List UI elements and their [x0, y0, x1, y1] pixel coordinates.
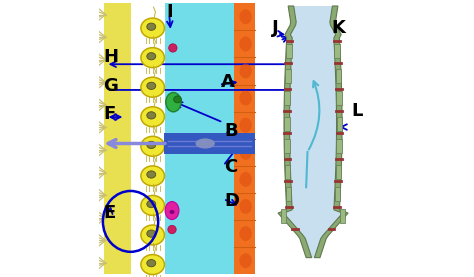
Text: A: A: [220, 73, 234, 91]
Ellipse shape: [165, 202, 179, 220]
Ellipse shape: [239, 63, 252, 78]
Ellipse shape: [147, 23, 156, 30]
Ellipse shape: [147, 112, 156, 119]
Ellipse shape: [239, 37, 252, 51]
Ellipse shape: [141, 48, 164, 68]
Text: G: G: [103, 77, 118, 95]
Ellipse shape: [169, 44, 177, 52]
Text: E: E: [104, 204, 116, 222]
Bar: [285, 69, 291, 83]
Bar: [336, 91, 342, 105]
Text: J: J: [272, 19, 279, 37]
Bar: [340, 209, 345, 223]
Ellipse shape: [173, 96, 182, 103]
Bar: [234, 3, 255, 274]
Polygon shape: [314, 6, 348, 258]
Bar: [336, 69, 341, 83]
Bar: [336, 165, 341, 179]
Ellipse shape: [239, 172, 252, 187]
Ellipse shape: [239, 199, 252, 214]
Ellipse shape: [166, 93, 181, 112]
Ellipse shape: [147, 53, 156, 60]
Ellipse shape: [141, 166, 164, 186]
Bar: [281, 209, 286, 223]
Ellipse shape: [147, 230, 156, 237]
Bar: [286, 187, 292, 201]
Text: I: I: [166, 2, 173, 20]
Bar: [335, 187, 340, 201]
Ellipse shape: [147, 201, 156, 208]
Ellipse shape: [147, 82, 156, 89]
Ellipse shape: [239, 91, 252, 106]
Bar: [165, 3, 234, 274]
Text: D: D: [225, 192, 239, 210]
Bar: [104, 3, 130, 274]
Text: F: F: [103, 104, 115, 122]
Bar: [285, 165, 291, 179]
Ellipse shape: [195, 138, 215, 148]
Ellipse shape: [239, 253, 252, 268]
Ellipse shape: [147, 171, 156, 178]
Bar: [337, 139, 342, 153]
Ellipse shape: [141, 196, 164, 216]
Ellipse shape: [239, 9, 252, 24]
Polygon shape: [278, 6, 312, 258]
Ellipse shape: [239, 118, 252, 133]
Ellipse shape: [141, 107, 164, 127]
Polygon shape: [283, 6, 343, 258]
Bar: [284, 139, 290, 153]
Text: C: C: [225, 158, 238, 176]
Bar: [284, 91, 290, 105]
Text: B: B: [225, 122, 238, 140]
Ellipse shape: [141, 225, 164, 245]
Ellipse shape: [170, 210, 174, 214]
Bar: [286, 44, 292, 58]
Ellipse shape: [169, 140, 178, 148]
Ellipse shape: [141, 255, 164, 275]
Bar: [335, 44, 340, 58]
Text: H: H: [103, 48, 118, 66]
Ellipse shape: [239, 226, 252, 241]
Ellipse shape: [141, 77, 164, 97]
Ellipse shape: [141, 136, 164, 156]
Ellipse shape: [147, 141, 156, 148]
Ellipse shape: [141, 18, 164, 38]
Text: K: K: [331, 19, 345, 37]
Text: L: L: [352, 102, 363, 120]
Bar: [284, 117, 290, 131]
Ellipse shape: [168, 225, 176, 234]
Bar: [164, 133, 255, 154]
Bar: [337, 117, 342, 131]
Ellipse shape: [239, 145, 252, 160]
Ellipse shape: [147, 260, 156, 267]
